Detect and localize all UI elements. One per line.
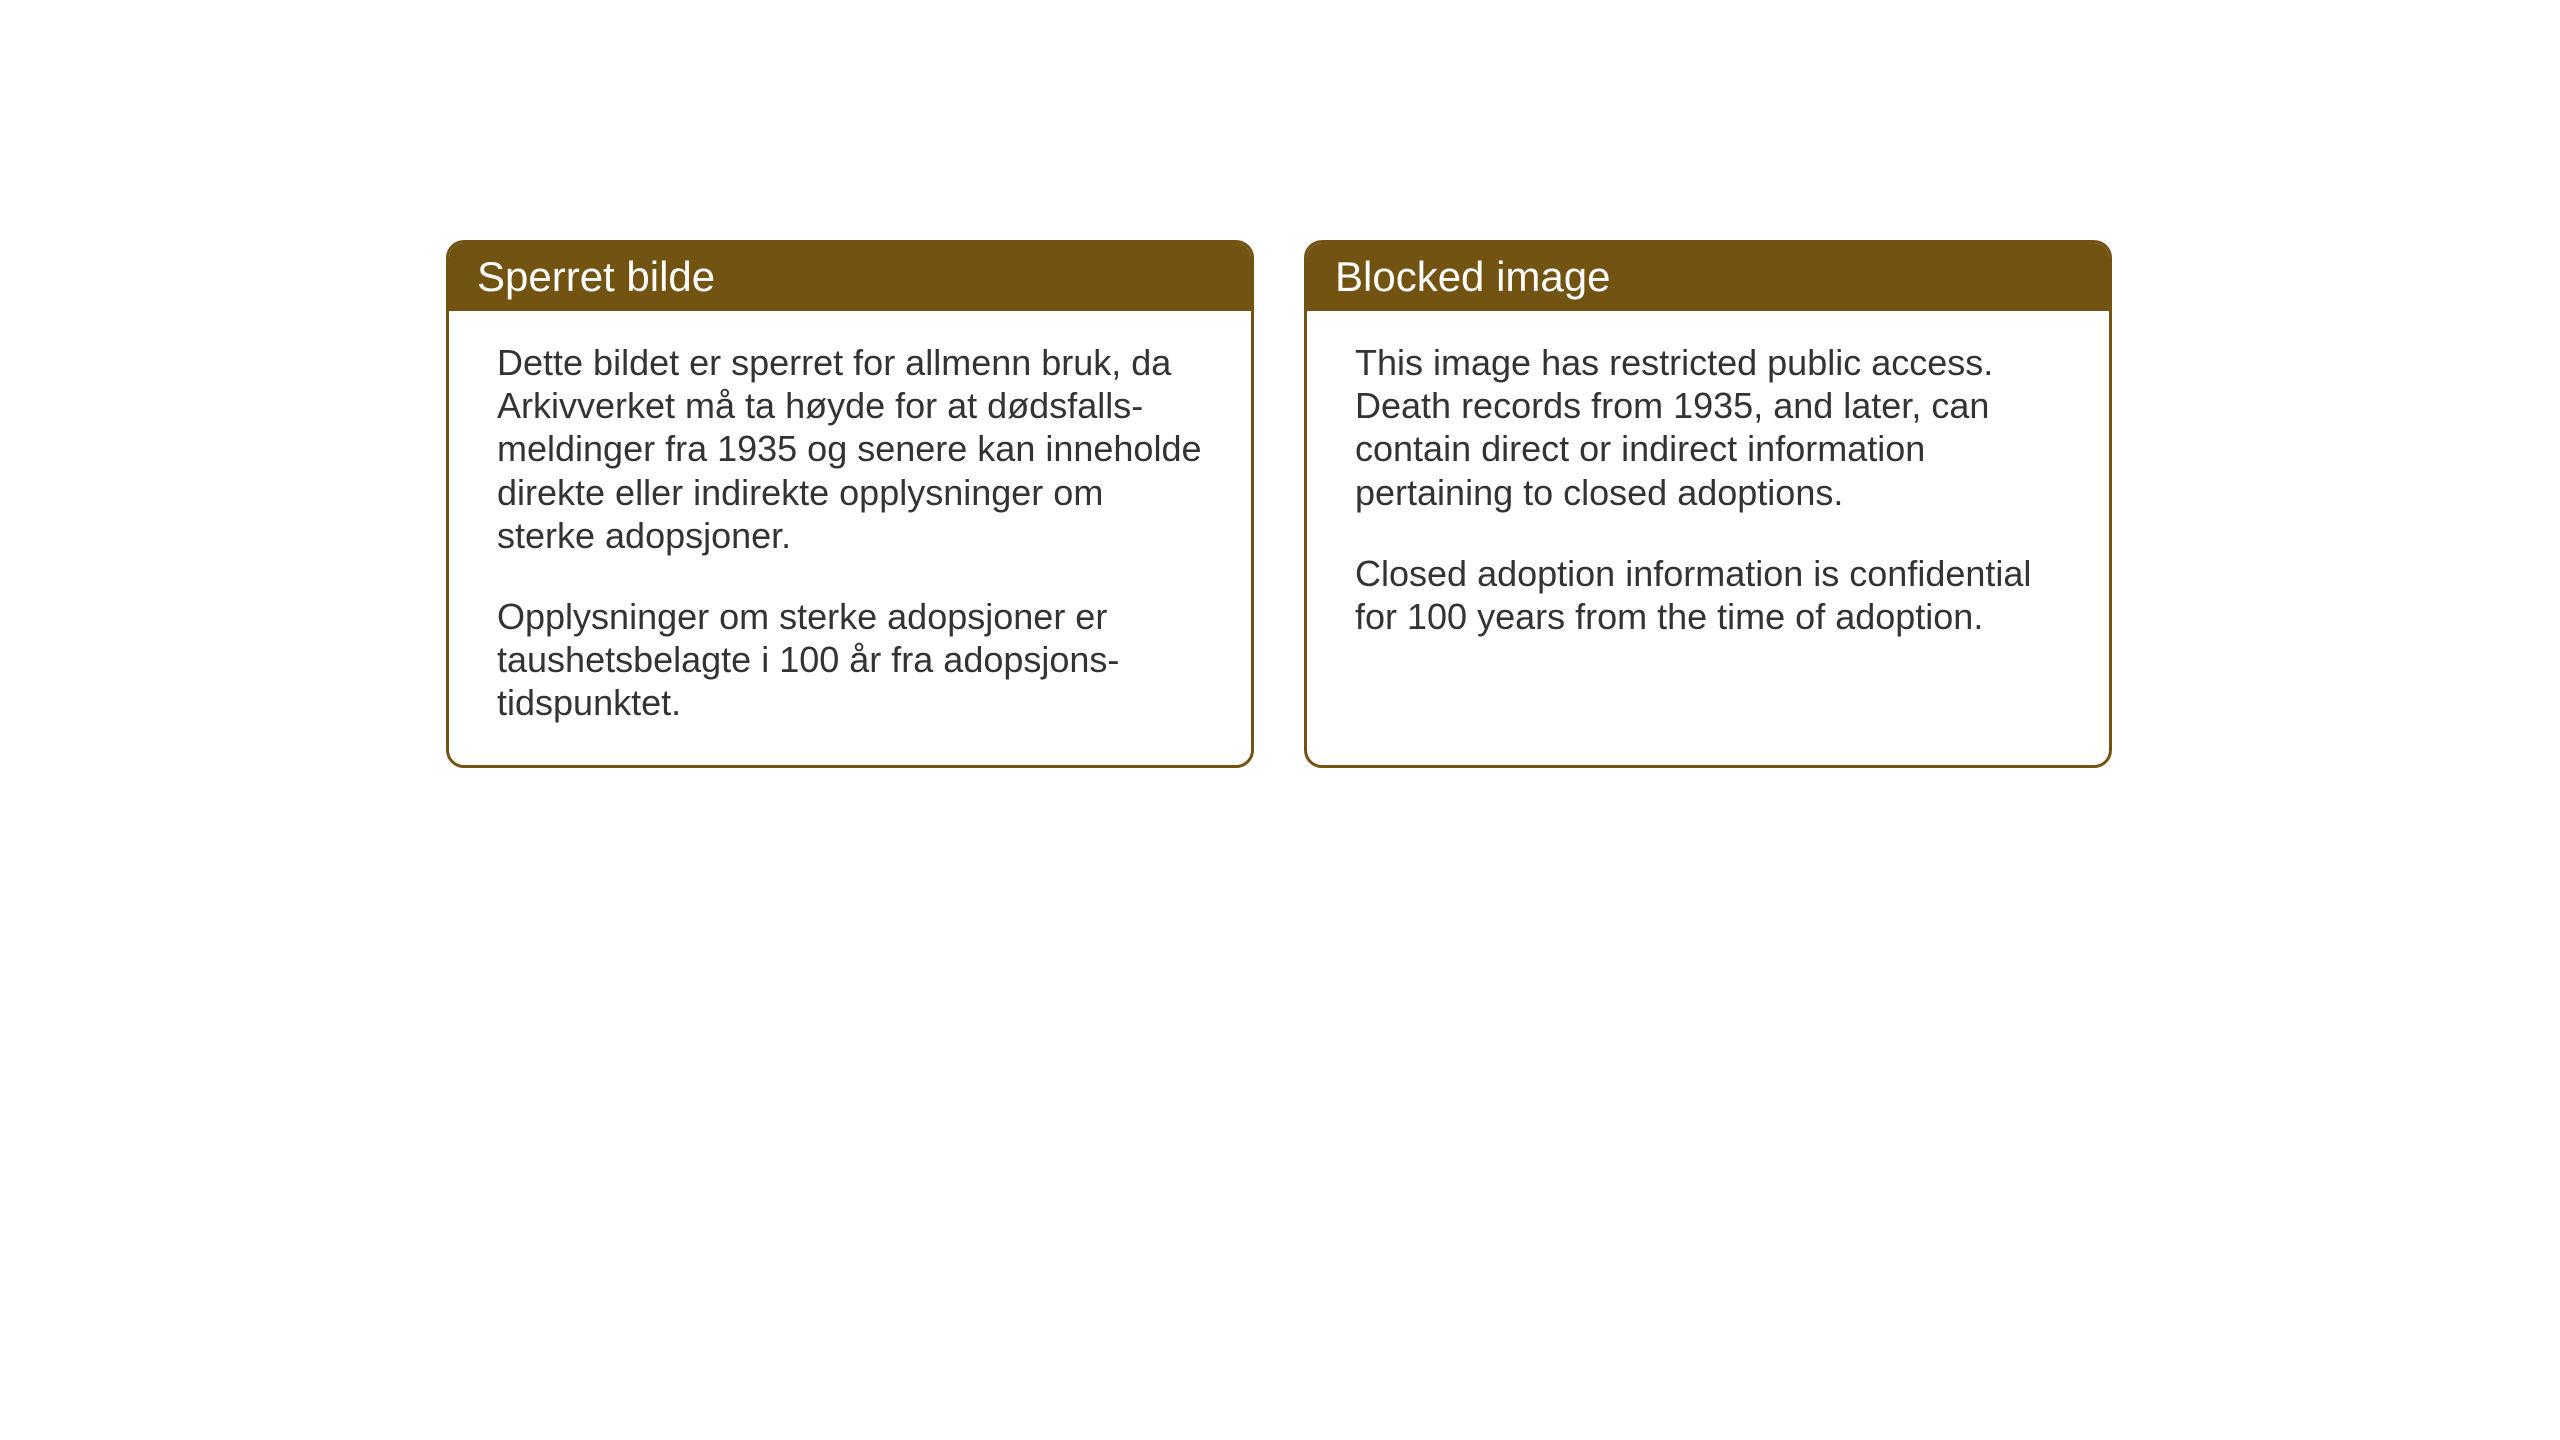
english-card-body: This image has restricted public access.… [1307,311,2109,678]
norwegian-paragraph-2: Opplysninger om sterke adopsjoner er tau… [497,595,1203,725]
english-paragraph-1: This image has restricted public access.… [1355,341,2061,514]
notice-container: Sperret bilde Dette bildet er sperret fo… [446,240,2112,768]
norwegian-notice-card: Sperret bilde Dette bildet er sperret fo… [446,240,1254,768]
english-paragraph-2: Closed adoption information is confident… [1355,552,2061,638]
norwegian-card-body: Dette bildet er sperret for allmenn bruk… [449,311,1251,765]
english-card-title: Blocked image [1307,243,2109,311]
norwegian-paragraph-1: Dette bildet er sperret for allmenn bruk… [497,341,1203,557]
english-notice-card: Blocked image This image has restricted … [1304,240,2112,768]
norwegian-card-title: Sperret bilde [449,243,1251,311]
